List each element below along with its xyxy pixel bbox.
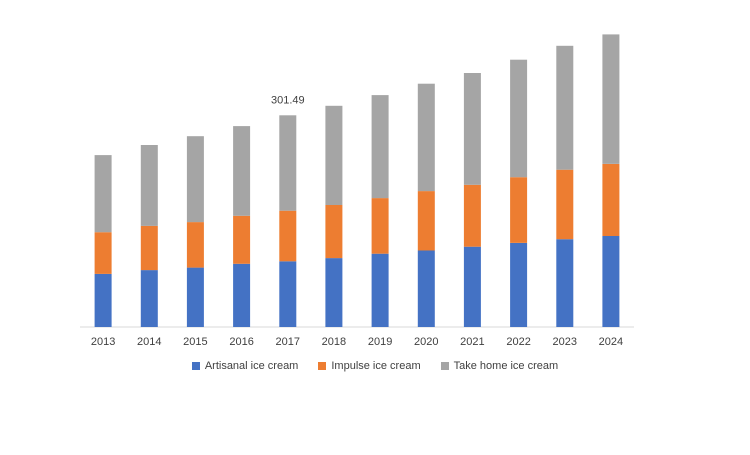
legend-label-take-home: Take home ice cream xyxy=(453,360,559,372)
bar-segment-artisanal-2017 xyxy=(279,261,297,327)
bar-segment-artisanal-2015 xyxy=(186,267,204,327)
bar-segment-artisanal-2023 xyxy=(556,239,574,327)
bar-segment-impulse-2024 xyxy=(602,164,620,236)
bar-segment-take-home-2023 xyxy=(556,45,574,170)
bar-segment-take-home-2019 xyxy=(371,95,389,199)
legend-label-impulse: Impulse ice cream xyxy=(331,360,421,372)
bar-segment-impulse-2015 xyxy=(186,222,204,268)
legend-item-take-home: Take home ice cream xyxy=(440,360,559,372)
legend-label-artisanal: Artisanal ice cream xyxy=(204,360,299,372)
bar-segment-take-home-2015 xyxy=(186,136,204,223)
x-tick-label-2017: 2017 xyxy=(276,336,300,348)
legend-swatch-impulse xyxy=(318,362,327,370)
x-tick-label-2014: 2014 xyxy=(137,336,161,348)
bar-segment-take-home-2024 xyxy=(602,34,620,164)
bar-segment-artisanal-2024 xyxy=(602,236,620,327)
bar-segment-impulse-2016 xyxy=(233,215,251,264)
bar-segment-impulse-2017 xyxy=(279,210,297,262)
x-tick-label-2019: 2019 xyxy=(368,336,392,348)
bar-segment-impulse-2020 xyxy=(417,191,435,251)
bar-segment-take-home-2020 xyxy=(417,83,435,192)
x-tick-label-2022: 2022 xyxy=(506,336,530,348)
bar-segment-artisanal-2020 xyxy=(417,250,435,327)
x-tick-label-2016: 2016 xyxy=(229,336,253,348)
chart-legend: Artisanal ice cream Impulse ice cream Ta… xyxy=(0,360,750,372)
legend-item-artisanal: Artisanal ice cream xyxy=(191,360,299,372)
bar-segment-artisanal-2021 xyxy=(463,246,481,327)
bar-segment-take-home-2022 xyxy=(510,59,528,178)
bar-segment-impulse-2018 xyxy=(325,205,343,259)
bar-segment-artisanal-2014 xyxy=(140,270,158,327)
bar-segment-impulse-2021 xyxy=(463,184,481,247)
legend-swatch-artisanal xyxy=(191,362,200,370)
bar-segment-impulse-2023 xyxy=(556,169,574,240)
bar-segment-impulse-2019 xyxy=(371,198,389,254)
x-tick-label-2021: 2021 xyxy=(460,336,484,348)
x-tick-label-2013: 2013 xyxy=(91,336,115,348)
x-tick-label-2023: 2023 xyxy=(553,336,577,348)
bar-segment-take-home-2013 xyxy=(94,155,112,233)
bar-segment-impulse-2022 xyxy=(510,177,528,243)
bar-segment-take-home-2017 xyxy=(279,115,297,211)
data-label-2017: 301.49 xyxy=(271,94,305,106)
x-tick-label-2015: 2015 xyxy=(183,336,207,348)
bar-segment-impulse-2014 xyxy=(140,225,158,271)
bar-segment-take-home-2014 xyxy=(140,145,158,226)
bar-segment-take-home-2021 xyxy=(463,73,481,185)
bar-segment-artisanal-2018 xyxy=(325,258,343,327)
legend-item-impulse: Impulse ice cream xyxy=(318,360,421,372)
x-tick-label-2020: 2020 xyxy=(414,336,438,348)
bar-segment-artisanal-2013 xyxy=(94,273,112,327)
bar-segment-artisanal-2022 xyxy=(510,243,528,327)
bar-segment-artisanal-2019 xyxy=(371,253,389,327)
legend-swatch-take-home xyxy=(440,362,449,370)
bar-segment-artisanal-2016 xyxy=(233,263,251,327)
bar-segment-take-home-2018 xyxy=(325,105,343,205)
x-tick-label-2018: 2018 xyxy=(322,336,346,348)
x-tick-label-2024: 2024 xyxy=(599,336,623,348)
bar-segment-take-home-2016 xyxy=(233,126,251,216)
bar-segment-impulse-2013 xyxy=(94,232,112,274)
